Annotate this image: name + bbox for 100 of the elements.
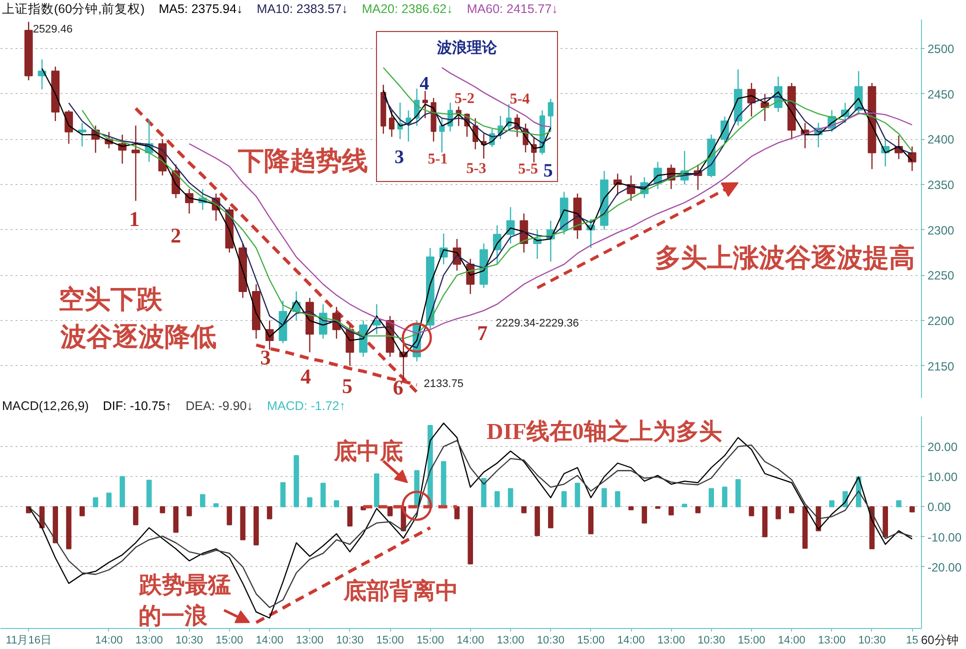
annotation: 5-4 <box>510 92 530 108</box>
text: MACD: -1.72↑ <box>267 399 346 413</box>
y-tick-label: 2150 <box>928 359 955 374</box>
y-tick-label: 2400 <box>928 132 955 147</box>
bar <box>561 491 567 508</box>
x-tick-label: 14:00 <box>95 634 123 646</box>
x-tick-label: 13:00 <box>496 634 524 646</box>
annotation: 2529.46 <box>32 24 73 36</box>
candlestick <box>422 90 428 119</box>
bar <box>294 455 299 508</box>
candlestick <box>64 110 73 144</box>
text: DEA: -9.90↓ <box>186 399 254 413</box>
text: DIF: -10.75↑ <box>102 399 172 413</box>
annotation: 4 <box>420 74 430 95</box>
bar <box>521 506 527 514</box>
bar <box>588 506 594 534</box>
y-tick-label: 2300 <box>928 223 955 238</box>
bar <box>200 494 206 508</box>
bar <box>320 482 326 508</box>
bar <box>735 479 741 508</box>
x-tick-label: 13:00 <box>135 634 163 646</box>
x-tick-label: 13:00 <box>657 634 685 646</box>
annotation: 底中底 <box>333 438 404 464</box>
x-tick-label: 13:00 <box>818 634 846 646</box>
annotation: 2229.34-2229.36 <box>496 317 579 330</box>
candlestick <box>492 224 502 265</box>
x-tick-label: 10:30 <box>175 634 204 646</box>
annotation: DIF线在0轴之上为多头 <box>486 418 722 444</box>
x-tick-label: 15 <box>906 634 918 646</box>
x-tick-label: 15:00 <box>416 634 444 646</box>
x-tick-label: 11月16日 <box>6 634 52 646</box>
bar <box>334 500 340 508</box>
y-tick-label: 20.00 <box>928 440 958 454</box>
annotation: 3 <box>260 346 271 370</box>
candlestick <box>388 110 395 138</box>
bar <box>628 506 634 510</box>
annotation: 2133.75 <box>424 378 464 390</box>
x-axis-title: 60分钟 <box>921 632 958 648</box>
bar <box>642 506 648 524</box>
x-tick-label: 14:00 <box>617 634 645 646</box>
annotation: 5-1 <box>428 152 448 168</box>
text: MA10: 2383.57↓ <box>256 2 348 16</box>
bar <box>92 497 98 508</box>
candlestick <box>78 122 86 148</box>
bar <box>789 506 794 514</box>
annotation: 7 <box>477 321 488 346</box>
annotation: 底部背离中 <box>342 578 458 604</box>
bar <box>254 506 259 546</box>
y-tick-label: 0.00 <box>928 500 952 514</box>
bar <box>307 497 312 508</box>
chart-title: 上证指数(60分钟,前复权) <box>2 2 145 16</box>
annotation: 多头上涨波谷逐波提高 <box>654 243 915 272</box>
bar <box>548 506 554 528</box>
bar <box>882 506 888 538</box>
bar <box>240 506 246 540</box>
x-tick-label: 14:00 <box>778 634 806 646</box>
annotation: 空头下跌 <box>58 285 164 314</box>
x-tick-label: 10:30 <box>858 634 886 646</box>
x-tick-label: 14:00 <box>456 634 484 646</box>
bar <box>762 506 768 538</box>
annotation: 5-2 <box>454 90 474 107</box>
x-tick-label: 10:30 <box>698 634 726 646</box>
x-tick-label: 15:00 <box>577 634 605 646</box>
y-tick-label: 2200 <box>928 314 955 328</box>
annotation: 5 <box>342 374 352 398</box>
text: MA20: 2386.62↓ <box>362 2 453 16</box>
y-tick-label: -20.00 <box>928 560 962 574</box>
annotation: 6 <box>392 376 404 400</box>
candlestick <box>548 98 554 132</box>
bar <box>440 461 446 508</box>
chart-title: MACD(12,26,9) <box>2 399 89 413</box>
bar <box>226 506 232 526</box>
annotation: 下降趋势线 <box>237 146 368 176</box>
x-tick-label: 13:00 <box>296 634 324 646</box>
text: MA60: 2415.77↓ <box>466 2 558 16</box>
annotation: 5 <box>543 160 553 182</box>
y-tick-label: 2350 <box>928 178 955 192</box>
x-tick-label: 10:30 <box>336 634 364 646</box>
text: MA5: 2375.94↓ <box>158 2 243 16</box>
chart-title: 波浪理论 <box>436 38 498 56</box>
annotation: 3 <box>394 146 404 168</box>
bar <box>508 488 514 508</box>
x-tick-label: 15:00 <box>216 634 244 646</box>
bar <box>387 506 393 516</box>
bar <box>280 482 286 508</box>
bar <box>374 473 380 508</box>
bar <box>213 503 219 508</box>
y-tick-label: 2450 <box>928 87 955 102</box>
annotation: 1 <box>129 206 140 231</box>
x-tick-label: 10:30 <box>536 634 564 646</box>
bar <box>602 488 607 508</box>
bar <box>80 506 85 516</box>
annotation: 5-5 <box>518 162 538 178</box>
annotation: 2 <box>170 223 182 248</box>
candlestick <box>439 118 445 153</box>
annotation: 4 <box>300 364 312 389</box>
bar <box>534 506 540 536</box>
x-tick-label: 15:00 <box>376 634 404 646</box>
x-tick-label: 14:00 <box>256 634 284 646</box>
bar <box>748 506 754 516</box>
